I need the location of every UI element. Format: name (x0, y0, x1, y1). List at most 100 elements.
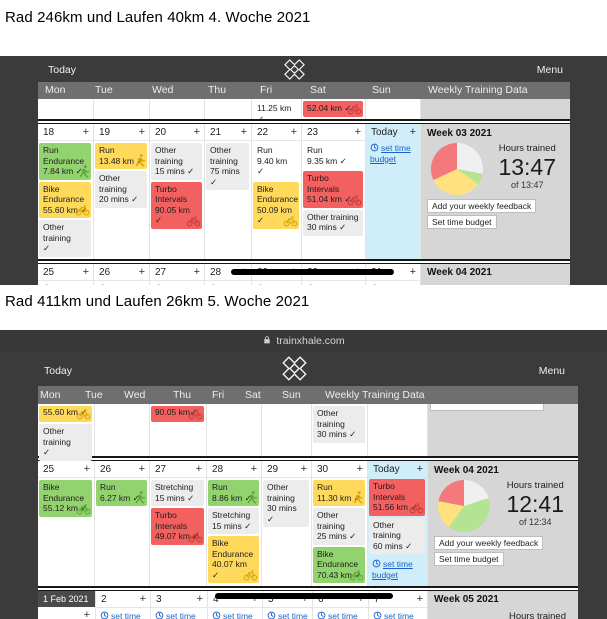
date-cell[interactable]: 29 + (262, 461, 311, 478)
calendar-event[interactable]: Run 11.30 km ✓ (313, 480, 365, 506)
calendar-event[interactable]: Turbo Intervals 49.07 km ✓ (151, 508, 204, 545)
add-event-button[interactable]: + (82, 126, 89, 138)
calendar-event[interactable]: Turbo Intervals 51.04 km ✓ (303, 171, 363, 208)
add-weekly-feedback-button[interactable]: Add your weekly feedback (427, 199, 537, 213)
add-event-button[interactable]: + (409, 266, 416, 278)
add-event-button[interactable]: + (250, 463, 257, 475)
calendar-event[interactable]: 55.60 km ✓ (39, 406, 92, 422)
set-time-budget-link[interactable]: set time budget (313, 608, 373, 619)
add-event-button[interactable]: + (83, 463, 90, 475)
date-cell[interactable]: 20 + (150, 124, 204, 141)
calendar-event[interactable]: Run 6.27 km ✓ (96, 480, 147, 506)
calendar-event[interactable]: 52.04 km ✓ (303, 101, 363, 117)
today-button[interactable]: Today (44, 365, 73, 377)
add-weekly-feedback-button[interactable]: Add your weekly feedback (434, 536, 544, 550)
date-cell[interactable]: 26 + (95, 461, 149, 478)
date-cell[interactable]: 26 + (94, 264, 149, 281)
calendar-event[interactable]: Run 9.35 km ✓ (303, 143, 363, 169)
date-cell[interactable]: 30 + (312, 461, 367, 478)
add-event-button[interactable]: + (196, 593, 203, 605)
set-time-budget-link[interactable]: set time budget (96, 608, 156, 619)
set-time-budget-link[interactable]: set time budget (208, 608, 268, 619)
add-event-button[interactable]: + (240, 126, 247, 138)
menu-button[interactable]: Menu (536, 64, 563, 76)
add-event-button[interactable]: + (83, 609, 90, 619)
date-cell[interactable]: 6 + (313, 591, 368, 608)
date-cell[interactable]: 3 + (151, 591, 207, 608)
calendar-event[interactable]: Turbo Intervals 90.05 km ✓ (151, 181, 202, 229)
add-event-button[interactable]: + (138, 126, 145, 138)
menu-button[interactable]: Menu (538, 365, 565, 377)
date-cell[interactable]: Today + (366, 124, 420, 140)
date-cell[interactable]: 22 + (252, 124, 301, 141)
set-time-budget-link[interactable]: set time budget (369, 608, 429, 619)
date-cell[interactable]: Today + (368, 461, 427, 477)
date-cell[interactable]: 2 + (96, 591, 150, 608)
today-button[interactable]: Today (48, 64, 77, 76)
date-cell[interactable]: 27 + (150, 264, 204, 281)
video-progress-bar[interactable] (231, 269, 394, 275)
set-time-budget-button[interactable]: Set time budget (434, 552, 504, 566)
set-time-budget-link[interactable]: set time budget (151, 608, 211, 619)
set-time-budget-link[interactable]: set time budget (94, 281, 154, 285)
video-progress-bar[interactable] (215, 593, 393, 599)
date-cell[interactable]: 4 + (208, 591, 262, 608)
calendar-event[interactable]: Other training ✓ (39, 424, 92, 461)
calendar-event[interactable]: Other training 30 mins ✓ (313, 406, 365, 443)
add-event-button[interactable]: + (301, 593, 308, 605)
add-event-button[interactable]: + (138, 266, 145, 278)
set-time-budget-link[interactable]: set time budget (370, 143, 411, 164)
add-event-button[interactable]: + (357, 593, 364, 605)
calendar-event[interactable]: Other training 15 mins ✓ (151, 143, 202, 180)
add-event-button[interactable]: + (82, 266, 89, 278)
calendar-event[interactable]: Other training 60 mins ✓ (369, 517, 425, 554)
add-event-button[interactable]: + (356, 463, 363, 475)
date-cell[interactable]: 28 + (207, 461, 261, 478)
calendar-event[interactable]: Other training 75 mins ✓ (206, 143, 249, 190)
set-time-budget-link[interactable]: set time budget (205, 281, 265, 285)
date-cell[interactable]: 18 + (38, 124, 93, 141)
calendar-event[interactable]: Bike Endurance 55.60 km ✓ (39, 181, 91, 218)
date-cell[interactable]: 25 + (38, 461, 94, 478)
calendar-event[interactable]: Run 13.48 km ✓ (95, 143, 147, 169)
add-event-button[interactable]: + (195, 463, 202, 475)
add-event-button[interactable]: + (193, 266, 200, 278)
add-event-button[interactable]: + (416, 593, 423, 605)
date-cell[interactable]: 19 + (94, 124, 149, 141)
calendar-event[interactable]: Other training 30 mins ✓ (303, 209, 363, 236)
date-cell[interactable]: 23 + (302, 124, 365, 141)
set-time-budget-link[interactable]: set time budget (366, 281, 426, 285)
calendar-event[interactable]: 11.25 km ✓ (253, 101, 299, 127)
add-event-button[interactable]: + (290, 126, 297, 138)
date-cell[interactable]: 7 + (369, 591, 427, 608)
calendar-event[interactable]: Bike Endurance 40.07 km ✓ (208, 536, 259, 583)
add-event-button[interactable]: + (251, 593, 258, 605)
add-event-button[interactable]: + (354, 126, 361, 138)
add-event-button[interactable]: + (300, 463, 307, 475)
calendar-event[interactable]: Run 8.86 km ✓ (208, 480, 259, 506)
set-time-budget-link[interactable]: set time budget (372, 559, 413, 580)
calendar-event[interactable]: Stretching 15 mins ✓ (151, 480, 204, 506)
add-event-button[interactable]: + (139, 593, 146, 605)
calendar-event[interactable]: Other training ✓ (39, 220, 91, 257)
date-cell[interactable]: 25 + (38, 264, 93, 281)
add-event-button[interactable]: + (416, 463, 423, 475)
date-cell[interactable]: 1 Feb 2021 (38, 591, 95, 607)
calendar-event[interactable]: Bike Endurance 70.43 km ✓ (313, 546, 365, 583)
calendar-event[interactable]: Other training 20 mins ✓ (95, 171, 147, 208)
calendar-event[interactable]: Run 9.40 km ✓ (253, 143, 299, 180)
date-cell[interactable]: 21 + (205, 124, 251, 141)
browser-address-bar[interactable]: trainxhale.com (0, 330, 607, 352)
set-time-budget-link[interactable]: set time budget (150, 281, 210, 285)
set-time-budget-link[interactable]: set time budget (252, 281, 312, 285)
date-cell[interactable]: 5 + (263, 591, 312, 608)
calendar-event[interactable]: Bike Endurance 55.12 km ✓ (39, 480, 92, 517)
calendar-event[interactable]: Bike Endurance 50.09 km ✓ (253, 181, 299, 229)
calendar-event[interactable]: Stretching 15 mins ✓ (208, 508, 259, 534)
add-event-button[interactable]: + (138, 463, 145, 475)
set-time-budget-button[interactable]: Set time budget (427, 215, 497, 229)
date-cell[interactable]: 27 + (150, 461, 206, 478)
calendar-event[interactable]: Other training 30 mins ✓ (263, 480, 309, 527)
calendar-event[interactable]: Other training 25 mins ✓ (313, 508, 365, 545)
set-time-budget-link[interactable]: set time budget (38, 281, 98, 285)
